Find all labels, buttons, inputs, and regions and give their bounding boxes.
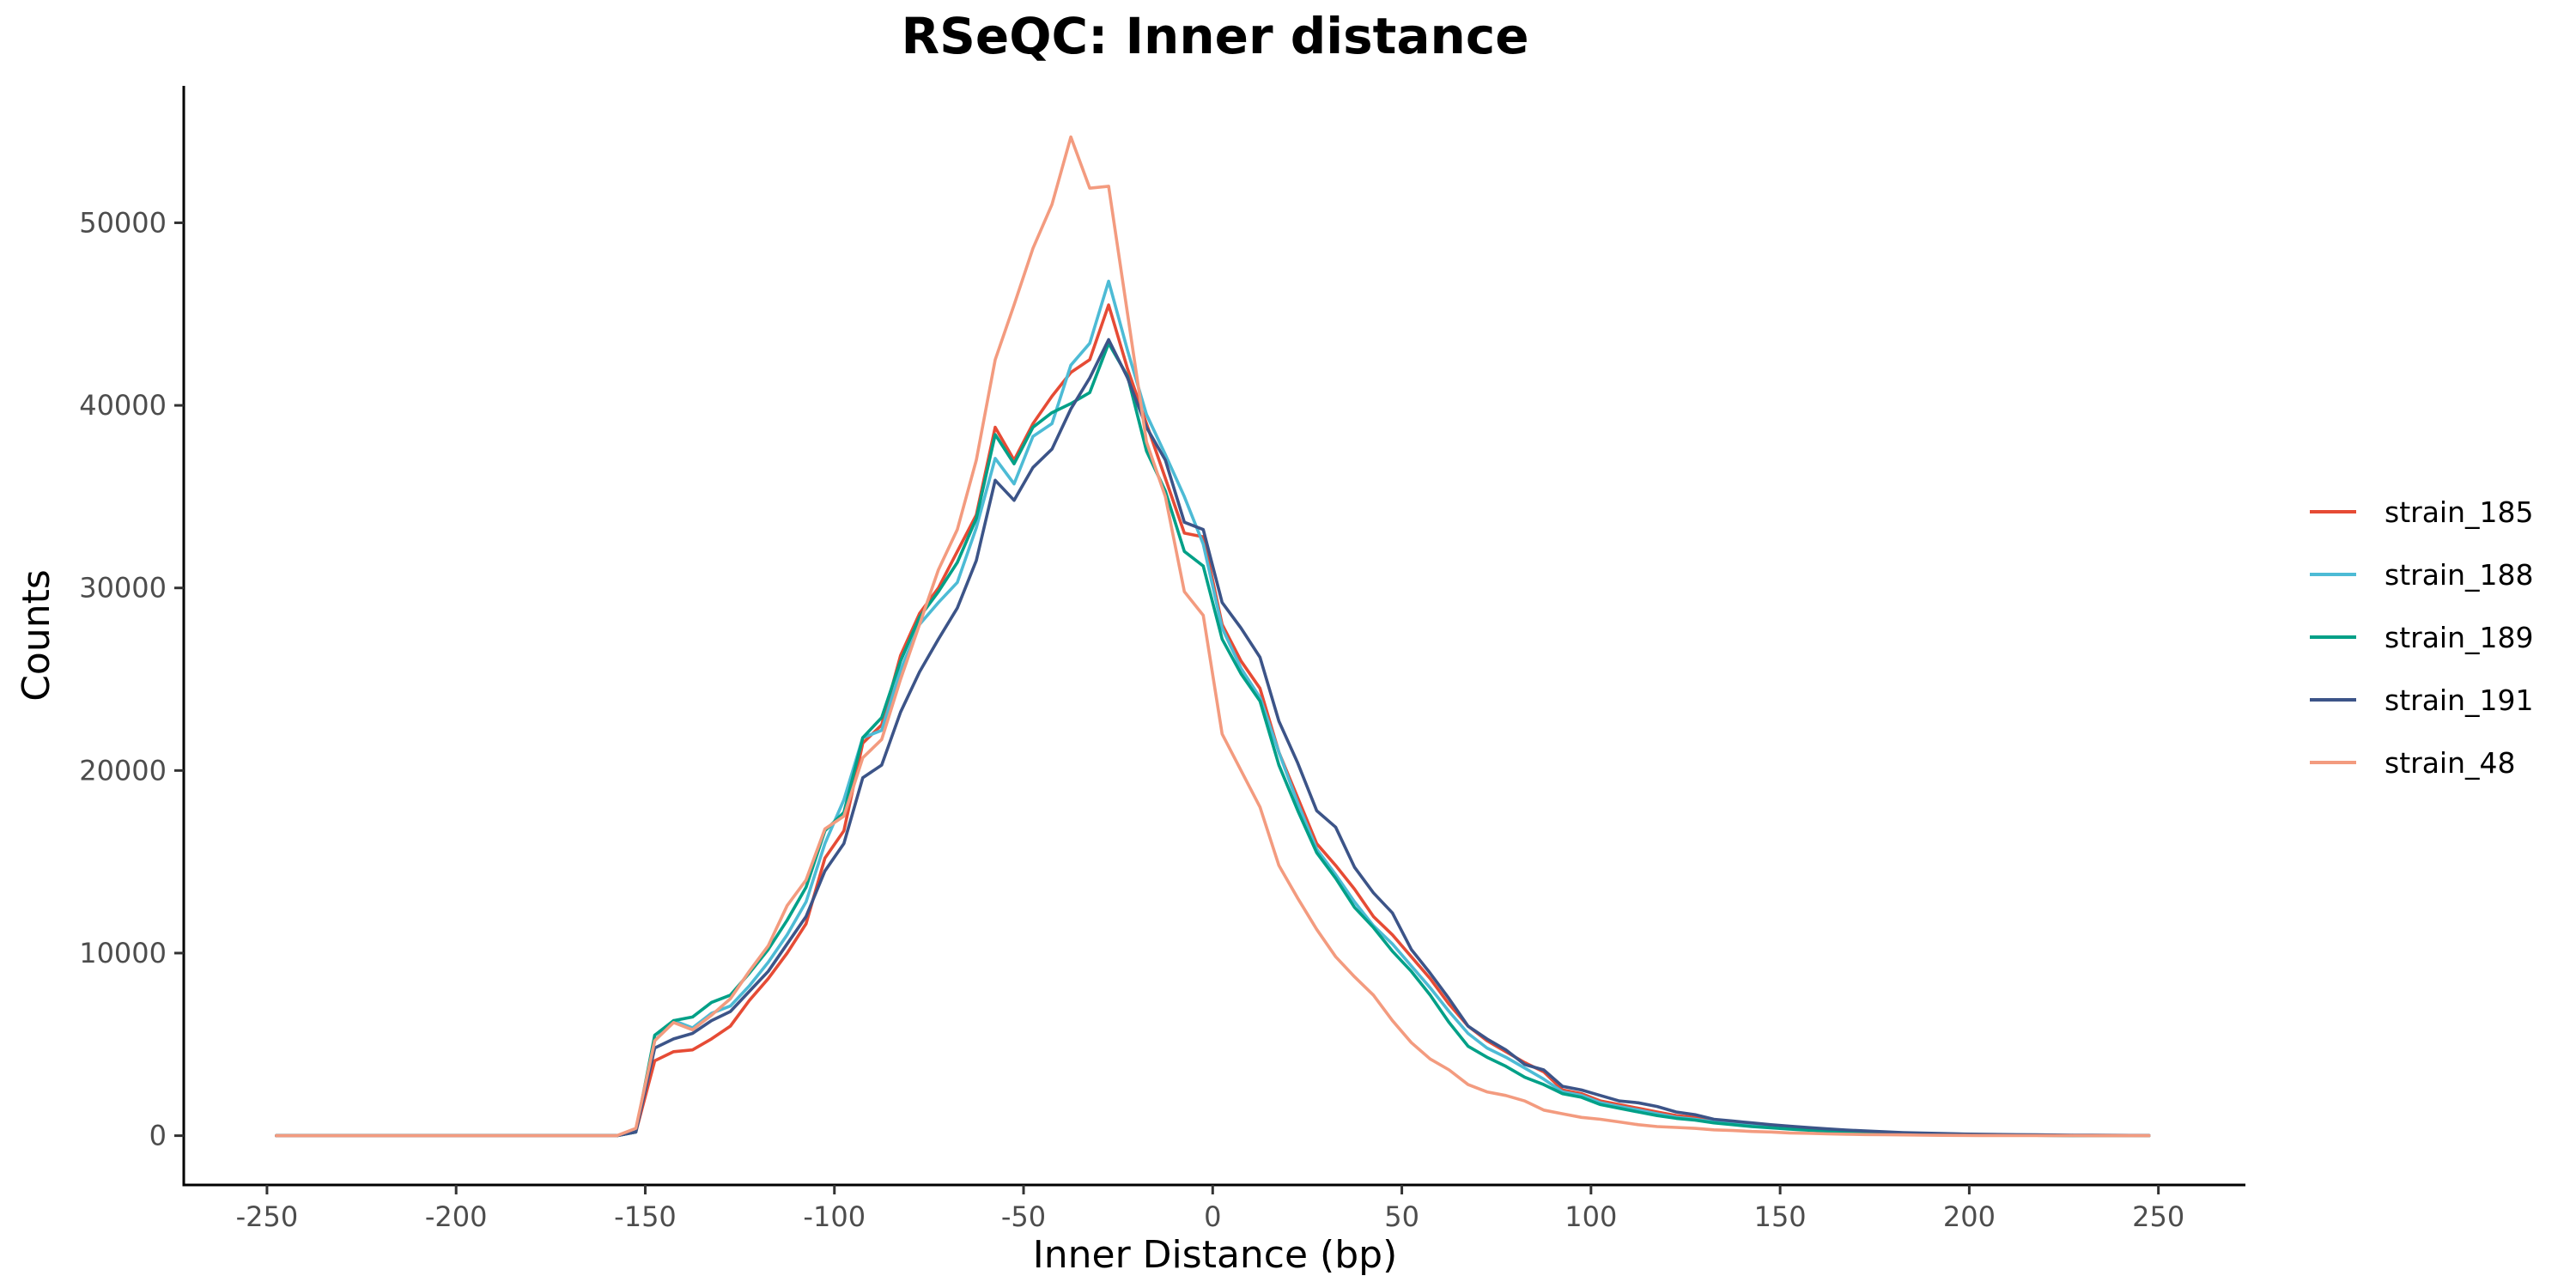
chart-title: RSeQC: Inner distance (901, 7, 1528, 65)
legend-label: strain_48 (2385, 746, 2516, 780)
y-tick-label: 40000 (79, 389, 167, 422)
x-tick-label: -50 (1001, 1200, 1046, 1233)
x-tick-label: -200 (425, 1200, 488, 1233)
series-line-strain-191 (275, 337, 2151, 1138)
x-tick-label: 150 (1754, 1200, 1807, 1233)
x-tick-label: -250 (236, 1200, 299, 1233)
y-tick-label: 50000 (79, 206, 167, 239)
series-line-strain-185 (275, 303, 2151, 1138)
x-axis-ticks: -250 -200 -150 -100 -50 0 50 100 150 200 250 (236, 1185, 2184, 1233)
x-tick-label: -100 (803, 1200, 866, 1233)
x-tick-label: -150 (614, 1200, 677, 1233)
series-line-strain-189 (275, 341, 2151, 1138)
x-tick-label: 250 (2132, 1200, 2184, 1233)
legend-label: strain_189 (2385, 621, 2534, 654)
y-tick-label: 30000 (79, 572, 167, 605)
series-line-strain-48 (275, 135, 2151, 1138)
legend-label: strain_185 (2385, 495, 2534, 529)
x-tick-label: 50 (1384, 1200, 1419, 1233)
legend-label: strain_191 (2385, 683, 2534, 717)
plot-area (275, 135, 2151, 1138)
x-axis-label: Inner Distance (bp) (1033, 1233, 1397, 1277)
y-axis-label: Counts (15, 569, 58, 702)
y-tick-label: 0 (149, 1120, 167, 1152)
x-tick-label: 100 (1564, 1200, 1617, 1233)
x-tick-label: 0 (1204, 1200, 1221, 1233)
legend: strain_185 strain_188 strain_189 strain_191… (2310, 495, 2534, 780)
y-axis-ticks: 0 10000 20000 30000 40000 50000 (79, 206, 184, 1152)
x-tick-label: 200 (1943, 1200, 1996, 1233)
y-tick-label: 10000 (79, 937, 167, 969)
series-line-strain-188 (275, 279, 2151, 1138)
y-tick-label: 20000 (79, 754, 167, 787)
legend-label: strain_188 (2385, 558, 2534, 592)
